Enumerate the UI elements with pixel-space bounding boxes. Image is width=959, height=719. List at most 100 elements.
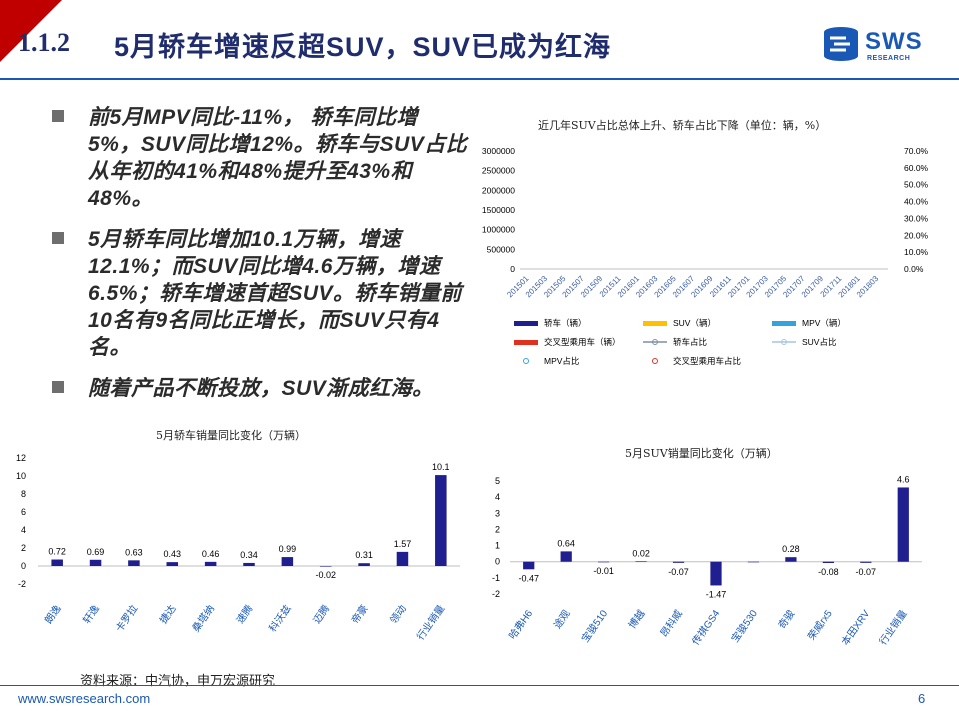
footer-divider	[0, 685, 959, 686]
y-tick-label: 2	[21, 543, 26, 553]
y-tick-label: 12	[16, 453, 26, 463]
category-label: 博越	[625, 607, 647, 631]
data-label: -1.47	[706, 589, 727, 599]
suv-change-svg: 5 4 3 2 1 0 -1 -2 -0.47 哈弗H6 0.64 途观 -0.01 宝骏510 0.02 博…	[492, 474, 922, 648]
data-label: 4.6	[897, 474, 910, 484]
data-label: 0.34	[240, 550, 258, 560]
legend-label: 轿车（辆）	[544, 318, 587, 328]
data-label: 0.72	[48, 547, 66, 557]
data-bar	[51, 559, 63, 566]
category-label: 本田XRV	[838, 607, 872, 648]
y-right-tick-label: 50.0%	[904, 180, 929, 190]
data-label: -0.07	[856, 567, 877, 577]
bullet-item: 5月轿车同比增加10.1万辆，增速12.1%；而SUV同比增4.6万辆，增速6.…	[48, 226, 468, 361]
category-label: 科沃兹	[266, 602, 294, 634]
footer-url-link[interactable]: www.swsresearch.com	[18, 691, 151, 706]
source-note: 资料来源：中汽协，申万宏源研究	[80, 673, 276, 688]
data-bar	[89, 559, 102, 566]
y-tick-label: 2	[495, 524, 500, 534]
data-bar	[319, 566, 332, 567]
category-label: 速腾	[233, 602, 255, 626]
legend-marker	[652, 358, 658, 364]
category-label: 桑塔纳	[189, 602, 217, 634]
legend-swatch	[772, 321, 796, 326]
y-left-tick-label: 2000000	[482, 185, 515, 195]
data-bar	[635, 561, 647, 562]
bullet-list: 前5月MPV同比-11%， 轿车同比增5%，SUV同比增12%。轿车与SUV占比…	[48, 104, 468, 416]
page-title: 5月轿车增速反超SUV，SUV已成为红海	[114, 32, 612, 62]
bullet-text: 随着产品不断投放，SUV渐成红海。	[88, 377, 434, 400]
category-label: 宝骏530	[728, 607, 760, 645]
y-tick-label: 8	[21, 489, 26, 499]
y-tick-label: 10	[16, 471, 26, 481]
category-label: 卡罗拉	[113, 602, 141, 634]
category-label: 行业销量	[414, 602, 448, 642]
y-tick-label: 0	[495, 557, 500, 567]
y-left-tick-label: 0	[510, 264, 515, 274]
legend-swatch	[514, 321, 538, 326]
y-tick-label: 3	[495, 508, 500, 518]
legend-marker	[523, 358, 529, 364]
category-label: 帝豪	[348, 602, 370, 626]
data-label: -0.07	[668, 567, 689, 577]
data-bar	[243, 562, 255, 566]
data-bar	[822, 561, 834, 564]
legend-marker	[781, 339, 787, 345]
chart-title: 5月SUV销量同比变化（万辆）	[625, 447, 778, 460]
data-bar	[560, 551, 572, 562]
data-bar	[785, 557, 797, 562]
y-tick-label: -2	[18, 579, 26, 589]
legend-label: 交叉型乘用车占比	[673, 356, 741, 366]
data-label: -0.02	[315, 570, 336, 580]
legend-label: MPV（辆）	[802, 318, 846, 328]
data-label: -0.01	[593, 566, 614, 576]
legend-label: SUV占比	[802, 337, 836, 347]
logo-text: SWS	[865, 28, 923, 55]
legend-marker	[652, 339, 658, 345]
data-bar	[281, 557, 294, 566]
y-right-tick-label: 10.0%	[904, 247, 929, 257]
y-tick-label: 4	[21, 525, 26, 535]
category-label: 奇骏	[775, 607, 797, 631]
category-label: 传祺GS4	[689, 607, 723, 648]
y-right-tick-label: 20.0%	[904, 230, 929, 240]
page-number: 6	[918, 691, 926, 706]
y-tick-label: 5	[495, 476, 500, 486]
data-label: 0.43	[164, 549, 182, 559]
data-bar	[204, 561, 217, 566]
square-bullet-icon	[52, 381, 64, 393]
category-label: 轩逸	[80, 602, 102, 626]
square-bullet-icon	[52, 232, 64, 244]
corner-accent	[0, 0, 62, 62]
bullet-item: 前5月MPV同比-11%， 轿车同比增5%，SUV同比增12%。轿车与SUV占比…	[48, 104, 468, 212]
data-bar	[672, 561, 685, 563]
y-left-tick-label: 1500000	[482, 205, 515, 215]
legend-swatch	[643, 321, 667, 326]
y-right-tick-label: 40.0%	[904, 197, 929, 207]
data-bar	[358, 563, 370, 566]
category-label: 昂科威	[657, 607, 685, 639]
y-right-tick-label: 0.0%	[904, 264, 924, 274]
data-bar	[747, 561, 760, 563]
data-label: 0.64	[557, 538, 575, 548]
category-label: 迈腾	[310, 602, 332, 626]
data-bar	[523, 561, 535, 570]
sedan-change-chart: 5月轿车销量同比变化（万辆） 12 10 8 6 4 2 0 -2 0.72 朗逸 0.69 轩逸 0.…	[0, 425, 468, 665]
y-right-tick-label: 70.0%	[904, 146, 929, 156]
legend-label: MPV占比	[544, 356, 579, 366]
share-trend-chart: 近几年SUV占比总体上升、轿车占比下降（单位：辆，%） 3000000 25000…	[470, 112, 950, 374]
y-left-tick-label: 1000000	[482, 225, 515, 235]
category-label: 行业销量	[876, 607, 910, 647]
chart-title: 近几年SUV占比总体上升、轿车占比下降（单位：辆，%）	[538, 119, 827, 132]
bullet-text: 前5月MPV同比-11%， 轿车同比增5%，SUV同比增12%。轿车与SUV占比…	[88, 106, 468, 210]
y-tick-label: -2	[492, 589, 500, 599]
legend-label: 轿车占比	[673, 337, 707, 347]
data-bar	[435, 475, 447, 566]
chart-title: 5月轿车销量同比变化（万辆）	[156, 429, 306, 442]
square-bullet-icon	[52, 110, 64, 122]
data-label: 0.46	[202, 549, 220, 559]
y-left-tick-label: 3000000	[482, 146, 515, 156]
legend-label: 交叉型乘用车（辆）	[544, 337, 621, 347]
data-label: -0.08	[818, 567, 839, 577]
sws-logo: SWS RESEARCH	[821, 24, 941, 64]
